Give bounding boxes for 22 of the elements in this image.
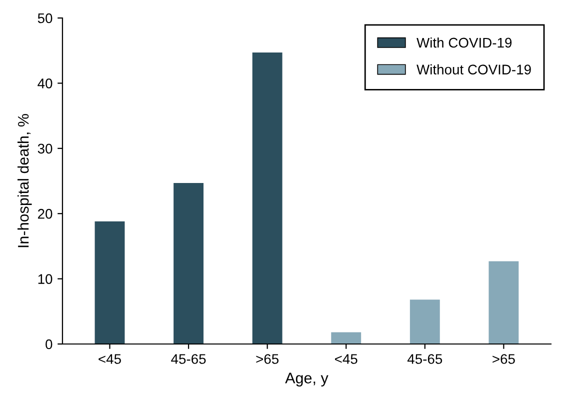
bar: [331, 332, 362, 344]
bar: [488, 261, 519, 344]
y-tick-label: 30: [38, 144, 52, 154]
y-tick-label: 0: [46, 339, 52, 350]
legend-label: Without COVID-19: [416, 64, 531, 74]
x-tick-label: 45-65: [171, 354, 206, 364]
x-tick-label: <45: [98, 354, 121, 364]
y-axis-title: In-hospital death, %: [18, 114, 32, 248]
x-tick-label: >65: [492, 354, 515, 364]
bar: [94, 221, 125, 344]
x-tick-label: <45: [335, 354, 358, 364]
bar: [174, 182, 204, 344]
bar: [252, 52, 282, 344]
bar: [410, 300, 440, 344]
x-tick-label: 45-65: [407, 354, 442, 364]
y-tick-label: 50: [38, 13, 52, 24]
y-tick-label: 40: [38, 78, 52, 88]
y-tick-label: 10: [38, 274, 52, 284]
y-tick-label: 20: [38, 208, 52, 219]
x-axis-title: Age, y: [285, 372, 328, 386]
legend-label: With COVID-19: [416, 37, 512, 48]
x-tick-label: >65: [256, 354, 279, 364]
